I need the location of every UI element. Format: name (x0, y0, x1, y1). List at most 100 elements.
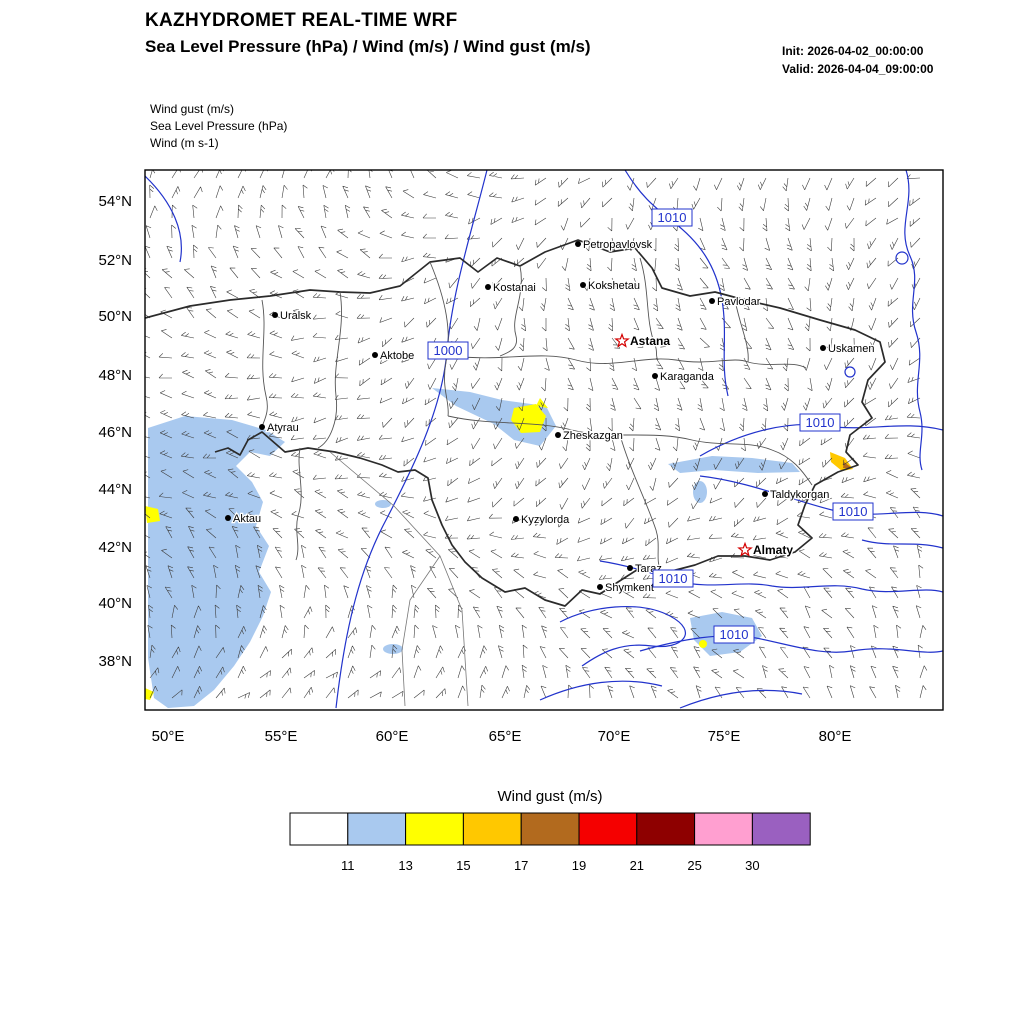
city-marker: Aktobe (372, 349, 416, 363)
svg-text:1010: 1010 (659, 571, 688, 586)
colorbar: Wind gust (m/s) 11 13 15 17 19 21 25 30 (289, 788, 811, 873)
header: KAZHYDROMET REAL-TIME WRF Sea Level Pres… (145, 10, 591, 57)
city-dot-icon (259, 424, 265, 430)
colorbar-cell (578, 812, 638, 846)
city-dot-icon (372, 352, 378, 358)
city-label: Taldykorgan (770, 489, 829, 501)
capital-star-icon (614, 332, 630, 348)
city-label: Kyzylorda (521, 514, 570, 526)
isobar-label: 1010 (652, 569, 694, 588)
colorbar-cell (289, 812, 349, 846)
colorbar-tick-label: 15 (456, 858, 470, 873)
city-label: Kostanai (493, 282, 536, 294)
colorbar-cell (462, 812, 522, 846)
svg-text:1010: 1010 (839, 504, 868, 519)
city-marker: Kyzylorda (513, 513, 571, 527)
city-marker: Kostanai (485, 281, 537, 295)
colorbar-cell (405, 812, 464, 846)
colorbar-cell (694, 812, 753, 846)
lat-tick-label: 46°N (98, 424, 132, 441)
colorbar-cell (520, 812, 580, 846)
colorbar-cell (636, 812, 696, 846)
city-label: Shymkent (605, 582, 654, 594)
city-label: Pavlodar (717, 296, 761, 308)
city-marker: Taldykorgan (762, 488, 831, 502)
city-marker: Shymkent (597, 581, 655, 595)
lon-tick-label: 65°E (489, 728, 522, 745)
lon-tick-label: 80°E (819, 728, 852, 745)
capital-marker: Almaty (737, 542, 795, 559)
lon-tick-label: 60°E (376, 728, 409, 745)
city-marker: Aktau (225, 512, 262, 526)
map-frame (144, 169, 944, 711)
city-marker: Petropavlovsk (575, 238, 654, 252)
colorbar-tick-label: 30 (745, 858, 759, 873)
city-dot-icon (627, 565, 633, 571)
city-dot-icon (709, 298, 715, 304)
city-dot-icon (652, 373, 658, 379)
city-label: Zheskazgan (563, 430, 623, 442)
capital-marker: Astana (614, 332, 672, 350)
lat-tick-label: 52°N (98, 252, 132, 269)
city-marker: Pavlodar (709, 295, 762, 309)
colorbar-tick-label: 21 (630, 858, 644, 873)
run-times: Init: 2026-04-02_00:00:00 Valid: 2026-04… (782, 42, 933, 78)
city-marker: Atyrau (259, 421, 300, 435)
city-dot-icon (225, 515, 231, 521)
city-marker: Karaganda (652, 370, 716, 384)
latitude-axis: 54°N 52°N 50°N 48°N 46°N 44°N 42°N 40°N 38°N (98, 193, 132, 670)
valid-time: Valid: 2026-04-04_09:00:00 (782, 62, 934, 76)
city-label: Almaty (753, 543, 793, 557)
city-marker: Kokshetau (580, 279, 641, 293)
lat-tick-label: 44°N (98, 481, 132, 498)
colorbar-tick-label: 19 (572, 858, 586, 873)
lat-tick-label: 48°N (98, 367, 132, 384)
longitude-axis: 50°E 55°E 60°E 65°E 70°E 75°E 80°E (152, 728, 852, 745)
wind-gust-shading (145, 388, 853, 708)
svg-text:1010: 1010 (658, 210, 687, 225)
page-title: KAZHYDROMET REAL-TIME WRF (145, 10, 458, 31)
isobar-label: 1010 (832, 502, 874, 521)
lat-tick-label: 40°N (98, 595, 132, 612)
city-label: Karaganda (660, 371, 715, 383)
city-label: Uralsk (280, 310, 312, 322)
lon-tick-label: 50°E (152, 728, 185, 745)
colorbar-tick-label: 17 (514, 858, 528, 873)
isobar-label: 1000 (427, 341, 469, 360)
city-dot-icon (580, 282, 586, 288)
lon-tick-label: 75°E (708, 728, 741, 745)
city-marker: Uralsk (272, 309, 313, 323)
colorbar-tick-label: 13 (398, 858, 412, 873)
city-markers: Petropavlovsk Kostanai Kokshetau Pavlodar Ur… (225, 238, 876, 595)
city-dot-icon (555, 432, 561, 438)
init-time: Init: 2026-04-02_00:00:00 (782, 44, 924, 58)
city-label: Uskamen (828, 343, 874, 355)
field-legend: Wind gust (m/s) Sea Level Pressure (hPa)… (150, 101, 287, 152)
isobar-label: 1010 (713, 625, 755, 644)
colorbar-cell (347, 812, 407, 846)
lat-tick-label: 38°N (98, 653, 132, 670)
city-label: Astana (630, 334, 670, 348)
isobar-label: 1010 (799, 413, 841, 432)
isobar-label: 1010 (651, 208, 693, 227)
city-dot-icon (597, 584, 603, 590)
city-dot-icon (513, 516, 519, 522)
svg-text:1010: 1010 (806, 415, 835, 430)
city-label: Petropavlovsk (583, 239, 653, 251)
lat-tick-label: 42°N (98, 539, 132, 556)
svg-text:1000: 1000 (434, 343, 463, 358)
legend-line-gust: Wind gust (m/s) (150, 102, 235, 116)
svg-text:1010: 1010 (720, 627, 749, 642)
colorbar-tick-label: 11 (341, 858, 355, 873)
city-marker: Uskamen (820, 342, 876, 356)
city-label: Atyrau (267, 422, 299, 434)
city-dot-icon (762, 491, 768, 497)
colorbar-title: Wind gust (m/s) (497, 788, 602, 805)
city-dot-icon (820, 345, 826, 351)
legend-line-slp: Sea Level Pressure (hPa) (150, 119, 288, 134)
isobar-labels: 1010 1000 1010 1010 1010 1010 (427, 208, 874, 644)
lon-tick-label: 70°E (598, 728, 631, 745)
lat-tick-label: 54°N (98, 193, 132, 210)
city-dot-icon (272, 312, 278, 318)
